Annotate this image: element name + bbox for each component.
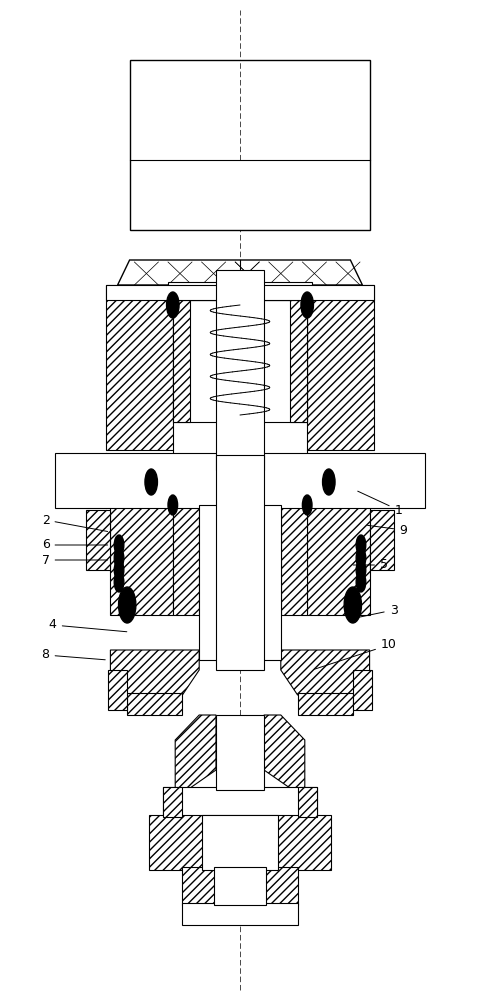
Text: 10: 10 (315, 639, 397, 669)
Bar (86, 510, 110, 570)
Text: 9: 9 (368, 524, 407, 536)
Bar (307, 453, 374, 508)
Bar (182, 867, 298, 905)
Bar (149, 815, 331, 870)
Text: 6: 6 (42, 538, 108, 552)
Bar (353, 670, 372, 710)
Bar (216, 270, 264, 470)
Bar (106, 453, 173, 508)
Bar (307, 505, 370, 615)
Bar (202, 815, 278, 870)
Bar (110, 505, 173, 615)
Bar (216, 455, 264, 670)
Bar (173, 505, 199, 615)
Circle shape (301, 292, 313, 318)
Bar (108, 670, 127, 710)
Bar (290, 300, 307, 422)
Text: 5: 5 (353, 558, 388, 572)
Circle shape (323, 469, 335, 495)
Circle shape (119, 587, 136, 623)
Bar (106, 285, 173, 450)
Circle shape (356, 548, 366, 568)
Circle shape (114, 548, 124, 568)
Bar (298, 787, 317, 817)
Bar (216, 715, 264, 790)
Bar (370, 510, 394, 570)
Polygon shape (264, 715, 305, 790)
Bar (173, 300, 307, 422)
Text: 3: 3 (348, 603, 397, 619)
Bar (182, 903, 298, 925)
Text: 4: 4 (49, 618, 127, 632)
Bar (163, 787, 182, 817)
Text: 7: 7 (42, 554, 108, 566)
Circle shape (356, 535, 366, 555)
Circle shape (114, 560, 124, 580)
Bar (106, 285, 374, 300)
Polygon shape (175, 715, 216, 790)
Circle shape (302, 495, 312, 515)
Bar (163, 787, 317, 817)
Bar (199, 505, 281, 660)
Circle shape (356, 572, 366, 592)
Bar (307, 285, 374, 450)
Polygon shape (281, 650, 370, 695)
Bar (55, 453, 425, 508)
Text: 1: 1 (358, 491, 402, 516)
Circle shape (344, 587, 361, 623)
Circle shape (145, 469, 157, 495)
Bar (214, 867, 266, 905)
Bar (281, 505, 307, 615)
Polygon shape (110, 650, 199, 695)
Circle shape (114, 572, 124, 592)
Text: 8: 8 (42, 648, 105, 662)
Circle shape (114, 535, 124, 555)
Circle shape (167, 292, 179, 318)
Text: 2: 2 (42, 514, 108, 531)
Polygon shape (118, 260, 362, 285)
Circle shape (168, 495, 178, 515)
Bar (168, 282, 312, 300)
Bar (127, 693, 182, 715)
Circle shape (356, 560, 366, 580)
Bar (173, 300, 190, 422)
Bar (130, 60, 370, 230)
Bar (298, 693, 353, 715)
